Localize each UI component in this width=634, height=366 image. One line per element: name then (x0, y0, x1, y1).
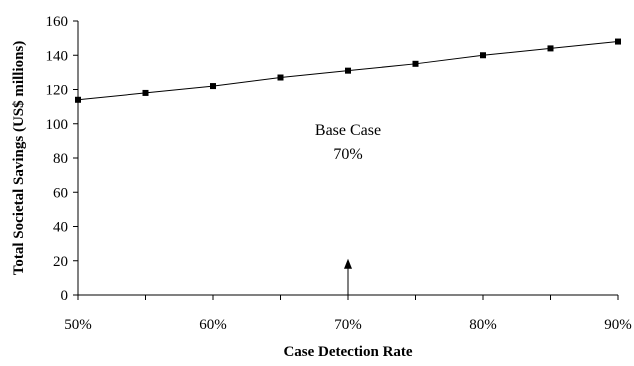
y-tick-label: 120 (46, 83, 69, 99)
x-tick-label: 50% (64, 317, 92, 333)
x-tick-label: 90% (604, 317, 632, 333)
data-point (210, 83, 216, 90)
data-point (547, 45, 554, 52)
x-tick-label: 60% (199, 317, 227, 333)
data-point (345, 67, 351, 74)
y-tick-label: 140 (46, 48, 69, 64)
base-case-annotation: Base Case 70% (315, 122, 381, 295)
y-axis-ticks: 0 20 40 60 80 100 120 140 160 (46, 14, 78, 304)
y-tick-label: 20 (53, 254, 68, 270)
y-tick-label: 160 (46, 14, 69, 30)
data-point (412, 60, 419, 67)
data-point (480, 52, 486, 59)
x-axis-ticks: 50% 60% 70% 80% 90% (64, 295, 632, 333)
annotation-arrow-head (344, 258, 352, 269)
data-point (142, 89, 149, 96)
data-point (75, 96, 81, 103)
x-tick-label: 70% (334, 317, 362, 333)
x-axis-title: Case Detection Rate (283, 344, 412, 360)
y-tick-label: 100 (46, 117, 69, 133)
x-tick-label: 80% (469, 317, 497, 333)
series-group (75, 38, 621, 103)
annotation-label: Base Case (315, 122, 381, 139)
y-tick-label: 0 (61, 288, 69, 304)
plot-area: 0 20 40 60 80 100 120 140 160 50% 60% 70% 80% 90% Ba… (46, 14, 632, 333)
data-point (277, 74, 284, 81)
y-axis-title: Total Societal Savings (US$ millions) (11, 41, 27, 275)
annotation-value: 70% (333, 146, 362, 163)
data-point (615, 38, 621, 45)
y-tick-label: 80 (53, 151, 68, 167)
y-tick-label: 60 (53, 185, 68, 201)
y-tick-label: 40 (53, 220, 68, 236)
